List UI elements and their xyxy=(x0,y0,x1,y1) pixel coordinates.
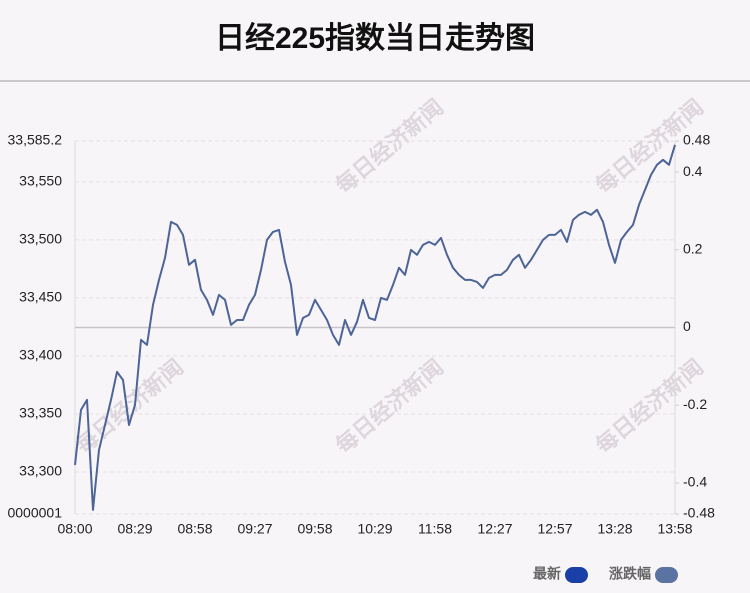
x-tick-label: 13:58 xyxy=(657,521,692,537)
x-tick-label: 12:57 xyxy=(537,521,572,537)
x-tick-label: 11:58 xyxy=(418,521,452,537)
y-tick-label: 33,585.2 xyxy=(8,132,63,148)
y2-tick-label: 0.2 xyxy=(683,240,703,256)
legend-label: 最新 xyxy=(533,566,561,582)
watermarks: 每日经济新闻 每日经济新闻 每日经济新闻 每日经济新闻 每日经济新闻 xyxy=(71,94,708,458)
x-tick-label: 09:27 xyxy=(237,521,272,537)
x-tick-label: 09:58 xyxy=(297,521,332,537)
y2-tick-label: 0.48 xyxy=(683,132,710,148)
y2-tick-label: -0.48 xyxy=(683,505,715,521)
y2-tick-label: -0.4 xyxy=(683,474,707,490)
y-tick-label: 33,450 xyxy=(19,289,62,305)
y2-tick-label: 0 xyxy=(683,318,691,334)
legend-label: 涨跌幅 xyxy=(609,566,651,582)
chart-title: 日经225指数当日走势图 xyxy=(215,21,535,55)
y-tick-label: 0000001 xyxy=(7,505,62,521)
y2-tick-label: 0.4 xyxy=(683,163,703,179)
x-tick-label: 08:58 xyxy=(177,521,212,537)
y-tick-label: 33,300 xyxy=(19,463,62,479)
y2-tick-label: -0.2 xyxy=(683,396,707,412)
x-tick-label: 08:29 xyxy=(117,521,152,537)
y-tick-label: 33,350 xyxy=(19,405,62,421)
x-tick-label: 12:27 xyxy=(477,521,512,537)
watermark: 每日经济新闻 xyxy=(331,354,448,458)
y-tick-label: 33,500 xyxy=(19,231,62,247)
x-tick-label: 08:00 xyxy=(57,521,92,537)
y-tick-label: 33,550 xyxy=(19,173,62,189)
price-line xyxy=(74,144,676,511)
x-tick-label: 13:28 xyxy=(597,521,632,537)
legend-swatch xyxy=(565,567,588,583)
watermark: 每日经济新闻 xyxy=(331,94,448,198)
x-tick-label: 10:29 xyxy=(357,521,392,537)
legend-swatch xyxy=(655,567,678,583)
y-tick-label: 33,400 xyxy=(19,347,62,363)
